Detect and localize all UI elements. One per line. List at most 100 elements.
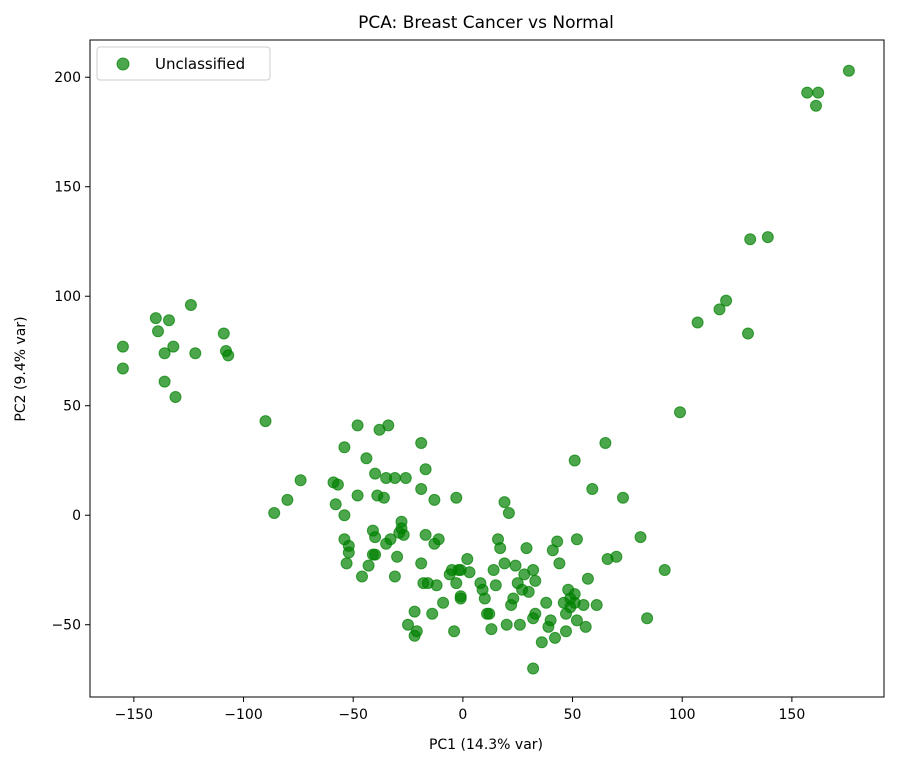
data-point — [428, 493, 441, 506]
data-point — [391, 550, 404, 563]
data-point — [570, 533, 583, 546]
data-point — [478, 592, 491, 605]
data-point — [500, 618, 513, 631]
data-point — [810, 99, 822, 112]
data-point — [487, 564, 500, 576]
data-point — [522, 585, 535, 598]
data-point — [509, 559, 522, 572]
data-point — [184, 299, 197, 311]
y-tick-label: 50 — [63, 399, 81, 415]
data-point — [581, 572, 594, 585]
data-point — [529, 607, 542, 620]
chart-title: PCA: Breast Cancer vs Normal — [358, 13, 614, 33]
data-point — [419, 463, 432, 476]
x-tick-label: 50 — [564, 707, 582, 723]
data-point — [498, 557, 511, 570]
data-point — [415, 437, 428, 449]
data-point — [590, 599, 603, 611]
data-point — [485, 623, 498, 636]
data-point — [586, 483, 599, 495]
data-point — [399, 472, 412, 484]
legend: Unclassified — [96, 46, 271, 81]
data-point — [812, 86, 825, 99]
data-point — [158, 375, 171, 388]
x-tick-label: −50 — [338, 707, 368, 723]
data-point — [560, 625, 572, 638]
data-point — [149, 312, 162, 325]
data-point — [674, 406, 686, 419]
data-point — [599, 437, 612, 449]
data-point — [259, 415, 272, 428]
x-tick-label: 150 — [779, 707, 806, 723]
y-tick-label: 150 — [54, 180, 81, 196]
data-point — [351, 489, 364, 502]
data-point — [450, 577, 463, 590]
y-axis: −50 0 50 100 150 200 — [51, 70, 90, 634]
data-point — [158, 347, 171, 360]
data-point — [331, 478, 344, 491]
data-point — [527, 662, 540, 675]
data-point — [761, 231, 774, 244]
legend-box — [96, 46, 271, 81]
data-point — [658, 564, 671, 576]
data-point — [432, 533, 445, 546]
data-point — [520, 542, 533, 555]
data-point — [437, 596, 450, 609]
data-point — [222, 349, 235, 362]
data-point — [410, 625, 423, 638]
data-point — [415, 557, 428, 570]
data-point — [463, 566, 476, 579]
data-point — [713, 303, 726, 316]
data-point — [544, 614, 557, 627]
data-point — [426, 607, 439, 620]
data-point — [397, 528, 410, 541]
data-point — [388, 472, 401, 484]
data-point — [362, 559, 375, 572]
y-tick-label: 100 — [54, 289, 81, 305]
data-point — [415, 483, 428, 495]
data-point — [540, 596, 553, 609]
points-layer — [116, 64, 855, 675]
x-tick-label: 0 — [458, 707, 467, 723]
data-point — [513, 618, 526, 631]
data-point — [742, 327, 754, 340]
data-point — [691, 316, 704, 329]
data-point — [408, 605, 421, 618]
data-point — [116, 340, 129, 353]
y-tick-label: −50 — [51, 618, 81, 634]
data-point — [489, 579, 502, 592]
data-point — [461, 553, 474, 565]
data-point — [356, 570, 368, 583]
legend-marker — [116, 57, 130, 71]
y-axis-label: PC2 (9.4% var) — [13, 316, 29, 421]
data-point — [529, 574, 542, 587]
data-point — [377, 491, 390, 504]
data-point — [351, 419, 364, 432]
data-point — [570, 614, 583, 627]
data-point — [340, 557, 353, 570]
data-point — [402, 618, 414, 631]
data-point — [498, 496, 511, 509]
data-point — [610, 550, 623, 563]
data-point — [294, 474, 307, 487]
data-point — [281, 493, 294, 506]
data-point — [152, 325, 164, 338]
data-point — [369, 548, 382, 561]
x-tick-label: 100 — [669, 707, 696, 723]
data-point — [744, 233, 757, 246]
data-point — [338, 509, 351, 522]
data-point — [338, 441, 351, 454]
x-tick-label: −100 — [224, 707, 262, 723]
data-point — [551, 535, 564, 548]
data-point — [507, 592, 520, 605]
data-point — [842, 64, 855, 77]
data-point — [634, 531, 647, 544]
x-tick-label: −150 — [115, 707, 153, 723]
data-point — [494, 542, 507, 555]
data-point — [568, 454, 581, 467]
data-point — [369, 467, 382, 480]
data-point — [169, 391, 182, 403]
data-point — [720, 294, 733, 307]
